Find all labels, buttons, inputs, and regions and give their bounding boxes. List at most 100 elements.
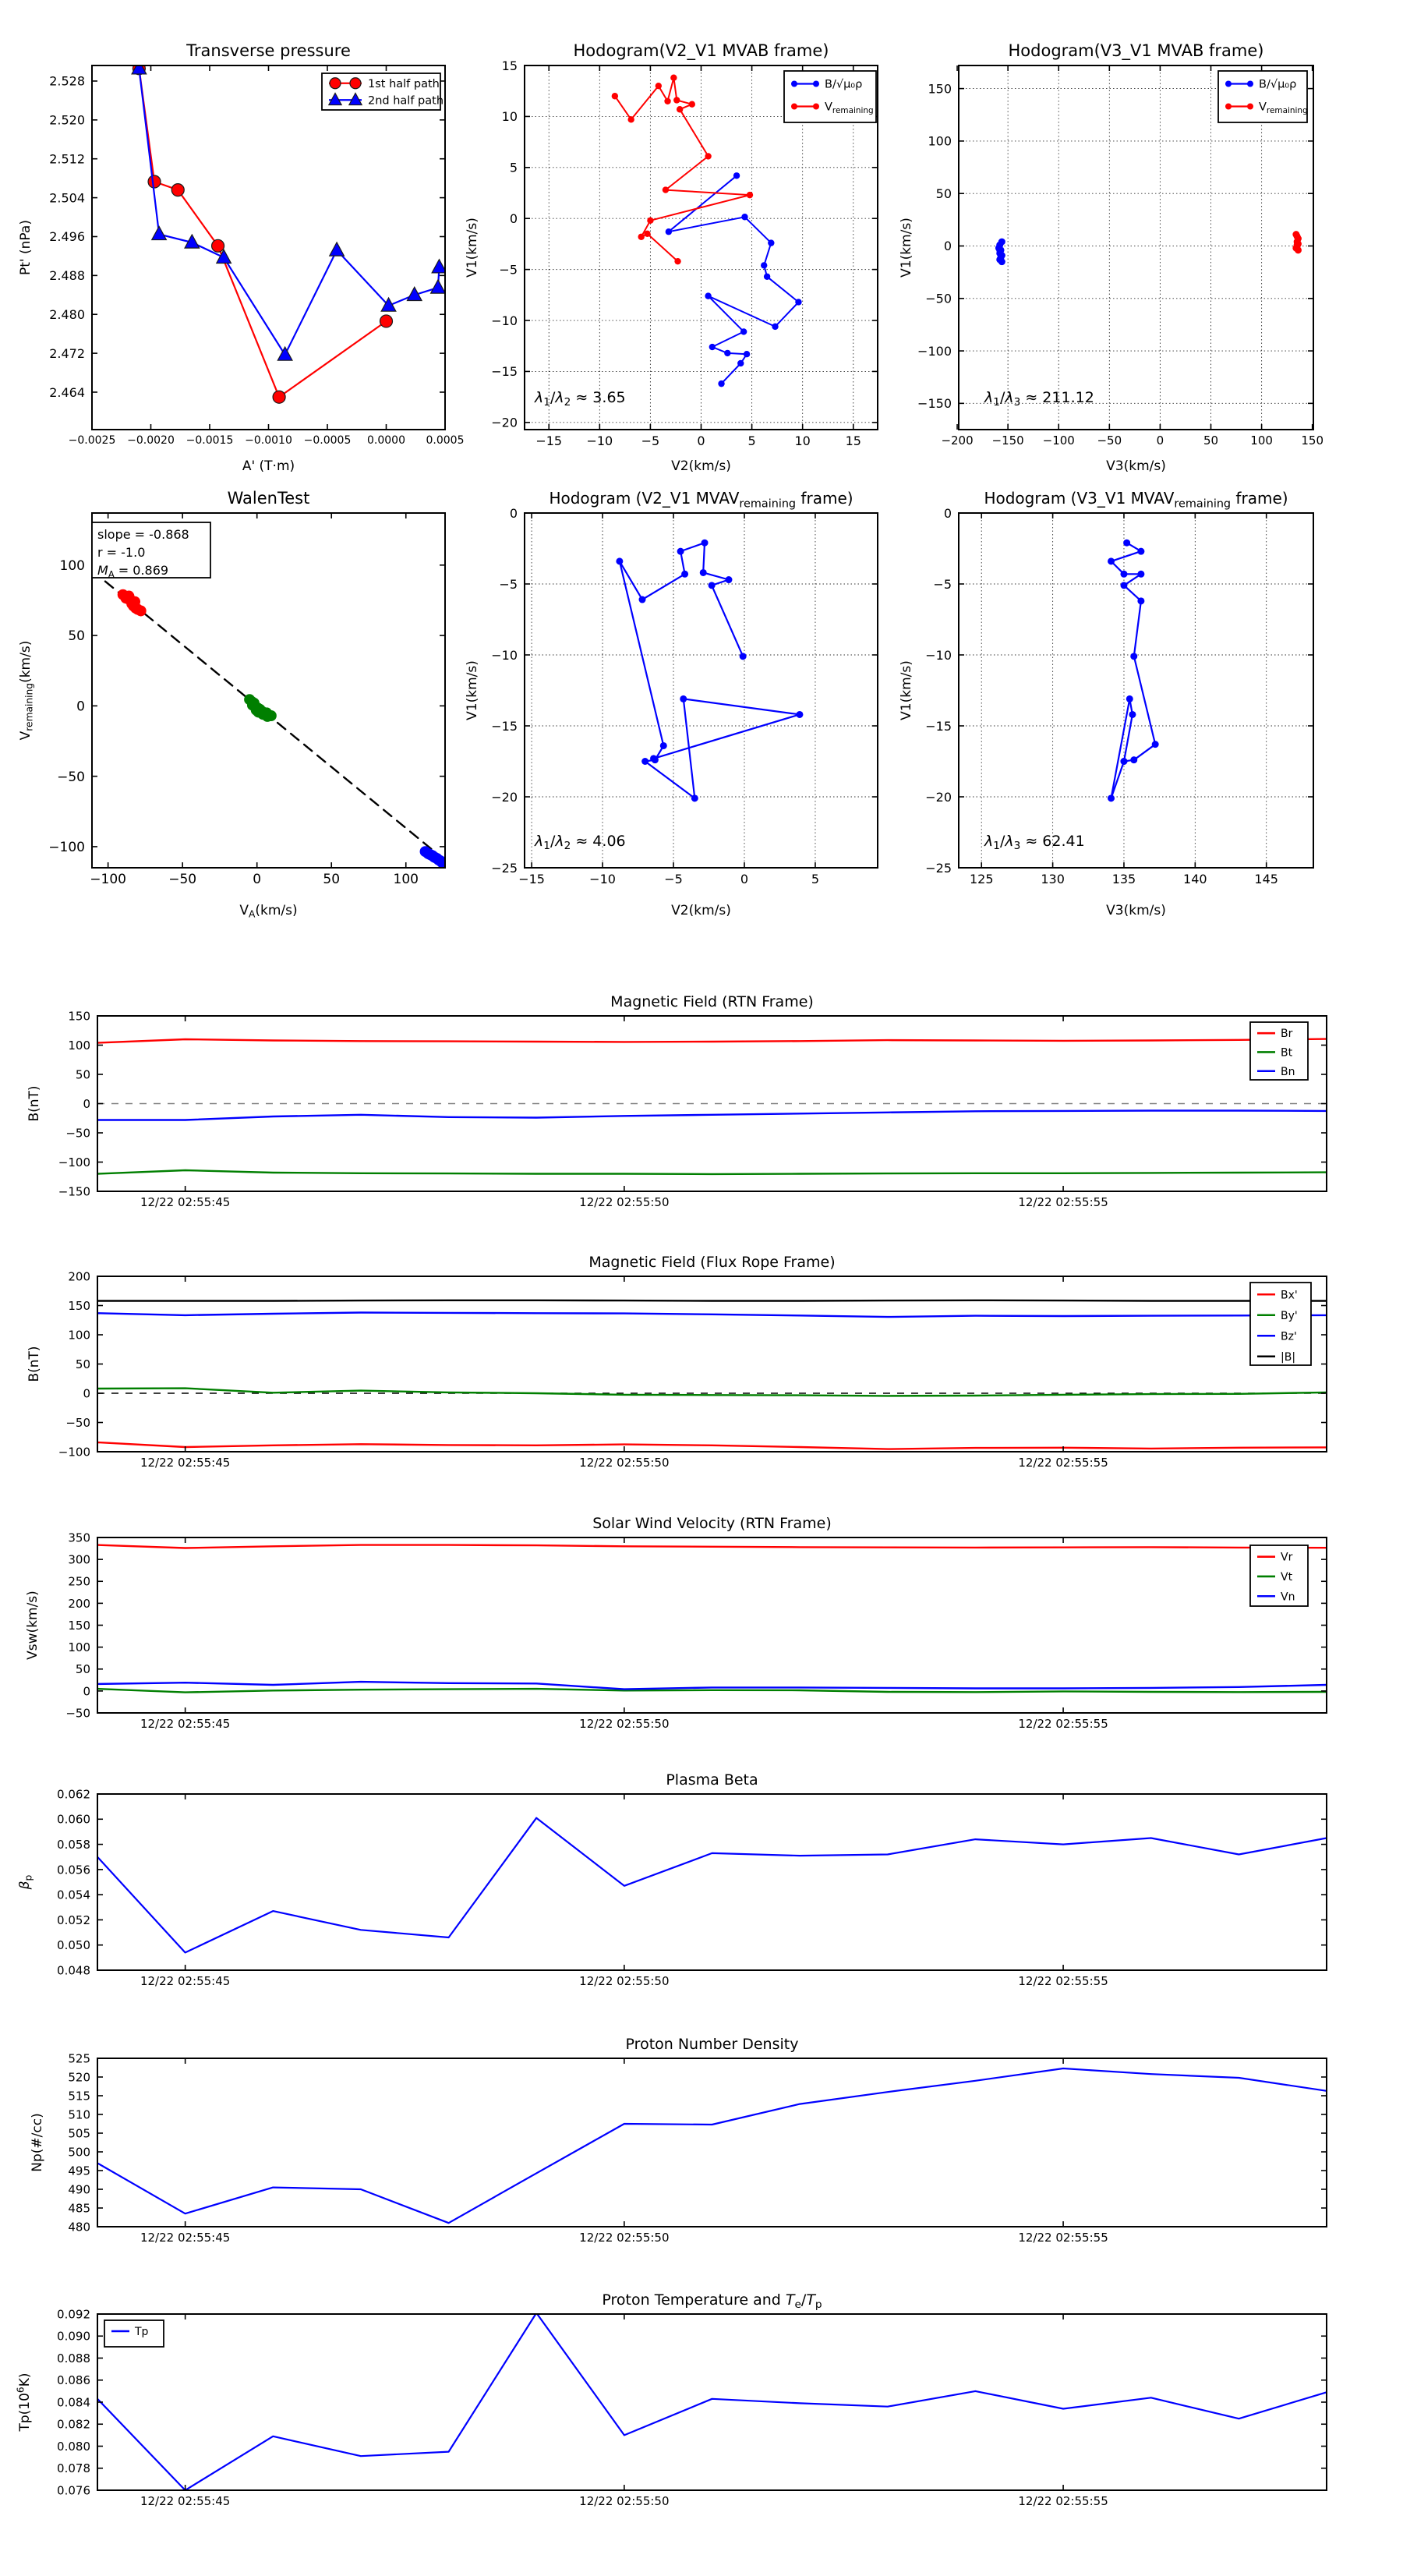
stats-box-frame: [91, 522, 211, 579]
point-marker: [659, 741, 667, 749]
x-tick-label: 50: [1203, 433, 1218, 448]
point-marker: [349, 77, 362, 90]
stats-line: MA = 0.869: [97, 563, 168, 580]
point-marker: [616, 557, 624, 565]
series-layer: [97, 2067, 1327, 2224]
triangle-marker: [429, 278, 446, 294]
y-tick-label: 0.090: [57, 2330, 90, 2344]
series-line: [618, 542, 801, 799]
x-tick-label: 12/22 02:55:50: [579, 1717, 669, 1731]
chart-title: Hodogram(V2_V1 MVAB frame): [574, 41, 829, 61]
y-tick-label: 480: [68, 2220, 90, 2234]
y-tick-label: −10: [491, 648, 518, 663]
y-tick-label: 100: [60, 558, 85, 574]
y-tick-label: 525: [68, 2051, 90, 2065]
annotation: λ1/λ3 ≈ 62.41: [984, 833, 1085, 852]
series-line: [97, 1687, 1327, 1693]
point-marker: [705, 292, 712, 299]
series-layer: [91, 569, 446, 869]
point-marker: [1247, 80, 1253, 87]
legend-box: [104, 2319, 164, 2348]
x-tick-label: −0.0015: [186, 434, 234, 447]
y-axis-label: Tp(106K): [16, 2373, 33, 2432]
point-marker: [1108, 557, 1115, 565]
series-layer: [995, 231, 1302, 266]
series-b-magnitude: [97, 1299, 1327, 1302]
x-tick-label: 140: [1183, 872, 1207, 886]
chart-title: WalenTest: [228, 489, 310, 508]
point-marker: [123, 590, 135, 602]
axes-frame: [91, 512, 446, 869]
triangle-marker: [406, 286, 423, 302]
series-line: [97, 1544, 1327, 1549]
axes-frame: [97, 1793, 1327, 1971]
point-marker: [674, 257, 681, 265]
point-marker: [1120, 582, 1128, 589]
x-tick-label: −150: [992, 433, 1024, 448]
legend-label: By': [1281, 1310, 1298, 1322]
series-line: [97, 2313, 1327, 2491]
point-marker: [743, 350, 751, 358]
y-tick-label: −10: [491, 313, 518, 328]
y-tick-label: 50: [76, 1357, 90, 1371]
point-marker: [763, 273, 771, 280]
x-tick-label: −50: [1097, 433, 1122, 448]
y-tick-label: −25: [925, 861, 952, 876]
y-tick-label: 100: [928, 134, 952, 149]
legend: B/√μ₀ρ Vremaining: [1217, 70, 1308, 123]
x-tick-label: 100: [394, 872, 419, 887]
x-axis-label: V2(km/s): [671, 903, 731, 918]
y-tick-label: 0.050: [57, 1938, 90, 1952]
y-tick-label: 0: [510, 506, 518, 521]
x-axis-label: V3(km/s): [1106, 458, 1166, 474]
y-tick-label: −100: [58, 1445, 90, 1459]
y-tick-label: 495: [68, 2164, 90, 2178]
y-tick-label: −50: [925, 292, 952, 306]
y-axis-label: Np(#/cc): [30, 2113, 45, 2171]
y-axis-label: Vremaining(km/s): [18, 641, 35, 741]
point-marker: [1129, 710, 1136, 718]
triangle-marker: [150, 225, 168, 241]
legend: Br Bt Bn: [1249, 1021, 1309, 1081]
y-tick-label: 0.076: [57, 2483, 90, 2497]
legend-label: Bt: [1281, 1046, 1293, 1059]
y-tick-label: −100: [58, 1155, 90, 1169]
point-marker: [437, 858, 446, 869]
y-tick-label: 100: [68, 1328, 90, 1342]
x-tick-label: 12/22 02:55:55: [1018, 1974, 1108, 1988]
x-tick-label: 135: [1112, 872, 1136, 886]
point-marker: [627, 116, 634, 123]
series-layer: [97, 2313, 1327, 2491]
point-marker: [1137, 547, 1145, 555]
legend: B/√μ₀ρ Vremaining: [783, 70, 877, 123]
y-tick-label: −50: [65, 1126, 90, 1140]
point-marker: [210, 239, 225, 253]
annotation: λ1/λ2 ≈ 3.65: [534, 389, 626, 409]
x-tick-label: 12/22 02:55:50: [579, 1195, 669, 1209]
x-tick-label: −200: [941, 433, 973, 448]
y-tick-label: 50: [68, 628, 85, 644]
y-tick-label: −5: [499, 577, 518, 592]
legend-label: Vt: [1281, 1571, 1293, 1583]
legend-label: Bx': [1281, 1289, 1298, 1301]
series-line: [97, 1109, 1327, 1121]
y-tick-label: 150: [68, 1009, 90, 1023]
y-tick-label: 0.048: [57, 1963, 90, 1977]
series-line: [97, 1817, 1327, 1954]
x-tick-label: 12/22 02:55:45: [140, 2231, 230, 2245]
chart-title: Hodogram (V2_V1 MVAVremaining frame): [549, 489, 853, 510]
series-b-hodogram: [616, 539, 804, 802]
grid: [959, 513, 1313, 868]
legend-label: 2nd half path: [368, 94, 444, 107]
y-tick-label: 300: [68, 1553, 90, 1567]
x-tick-label: 12/22 02:55:45: [140, 1717, 230, 1731]
chart-solar-wind-velocity: 12/22 02:55:45 12/22 02:55:50 12/22 02:55:…: [25, 1515, 1327, 1731]
y-tick-label: −5: [499, 262, 518, 277]
point-marker: [709, 343, 716, 351]
chart-hodogram-v3v1-mvav: 125 130 135 140 145 0 −5 −10 −15 −20 −25 Hodogram (…: [899, 489, 1314, 918]
y-tick-label: 0.054: [57, 1888, 90, 1902]
point-marker: [768, 239, 775, 246]
series-layer: [1108, 539, 1159, 802]
